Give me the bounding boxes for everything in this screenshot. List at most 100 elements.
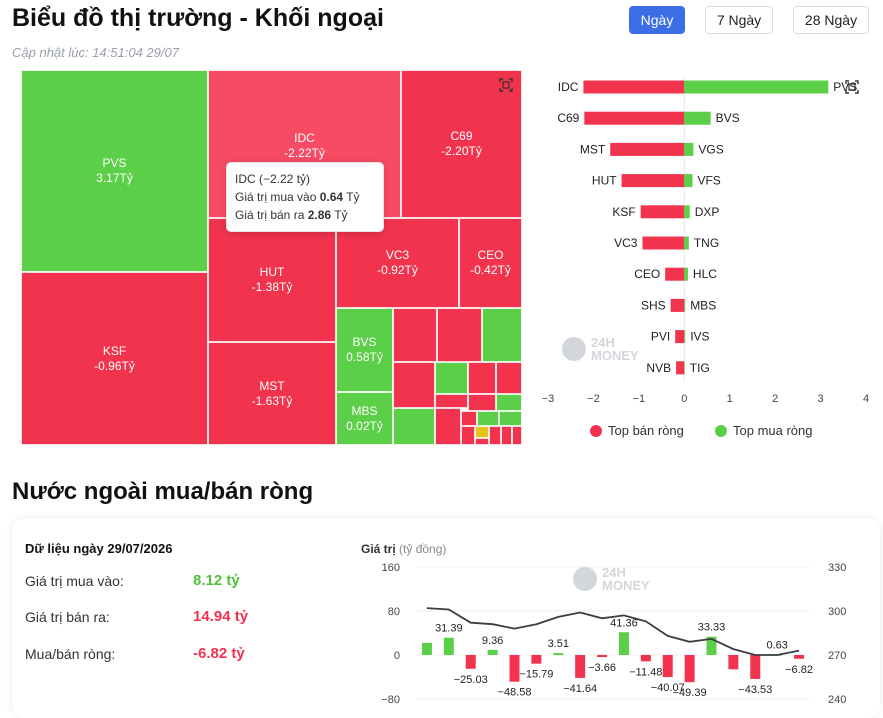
tile-small[interactable] [435, 408, 461, 445]
net-label: Mua/bán ròng: [25, 646, 115, 662]
tile-small[interactable] [482, 308, 522, 362]
sell-bar [531, 655, 541, 664]
legend-buy-dot [715, 425, 727, 437]
tile-c69[interactable]: C69-2.20Tỷ [401, 70, 522, 218]
sell-bar-label: CEO [634, 267, 660, 281]
index-line [427, 608, 799, 655]
buy-bar [684, 112, 710, 125]
sell-bar [466, 655, 476, 669]
sell-bar [663, 655, 673, 677]
tile-small[interactable] [496, 394, 522, 411]
bar-value-label: −6.82 [785, 664, 813, 676]
tile-small[interactable] [496, 362, 522, 394]
sell-bar-label: KSF [612, 205, 635, 219]
bar-value-label: 0.63 [766, 640, 787, 652]
bar-value-label: −15.79 [519, 669, 553, 681]
bar-value-label: 9.36 [482, 635, 503, 647]
y-tick-left: 0 [394, 650, 400, 662]
tile-small[interactable] [468, 362, 496, 394]
tile-ksf[interactable]: KSF-0.96Tỷ [21, 272, 208, 445]
sell-bar [610, 143, 684, 156]
bar-value-label: −41.64 [563, 683, 597, 695]
tile-small[interactable] [435, 362, 468, 394]
tile-small[interactable] [489, 426, 501, 445]
timeframe-28day-button[interactable]: 28 Ngày [793, 6, 869, 34]
y-tick-left: 80 [388, 606, 400, 618]
x-tick-label: 2 [772, 393, 778, 405]
brand-logo-icon [573, 567, 597, 591]
section-title: Nước ngoài mua/bán ròng [12, 478, 313, 506]
bar-value-label: −25.03 [454, 674, 488, 686]
sell-bar [671, 299, 685, 312]
sell-bar [575, 655, 585, 678]
fullscreen-icon[interactable] [845, 80, 859, 94]
buy-label: Giá trị mua vào: [25, 573, 124, 589]
y-tick-left: −80 [381, 694, 400, 706]
bar-value-label: 33.33 [698, 622, 726, 634]
tile-small[interactable] [393, 408, 435, 445]
buy-bar [422, 643, 432, 655]
tile-small[interactable] [437, 308, 482, 362]
legend-buy[interactable]: Top mua ròng [715, 423, 813, 438]
sell-label: Giá trị bán ra: [25, 609, 110, 625]
tile-hut[interactable]: HUT-1.38Tỷ [208, 218, 336, 342]
sell-bar [510, 655, 520, 682]
timeframe-7day-button[interactable]: 7 Ngày [705, 6, 773, 34]
tile-small[interactable] [501, 426, 512, 445]
buy-bar-label: HLC [693, 267, 717, 281]
sell-bar [597, 655, 607, 657]
x-tick-label: 3 [818, 393, 824, 405]
summary-title: Dữ liệu ngày 29/07/2026 [25, 541, 172, 556]
fullscreen-icon[interactable] [499, 78, 513, 92]
tile-small[interactable] [475, 438, 489, 445]
tile-small[interactable] [393, 362, 435, 408]
bar-value-label: −48.58 [498, 687, 532, 699]
buy-bar [444, 638, 454, 655]
buy-bar-label: BVS [716, 111, 740, 125]
y-tick-right: 240 [828, 694, 846, 706]
bar-value-label: 31.39 [435, 623, 463, 635]
sell-bar-label: HUT [592, 174, 617, 188]
y-tick-right: 300 [828, 606, 846, 618]
sell-value: 14.94 tỷ [193, 608, 248, 625]
x-tick-label: 4 [863, 393, 869, 405]
sell-bar [675, 330, 684, 343]
legend-sell[interactable]: Top bán ròng [590, 423, 684, 438]
net-value: -6.82 tỷ [193, 645, 245, 662]
buy-bar-label: IVS [690, 330, 709, 344]
y-axis-title: Giá trị (tỷ đồng) [361, 542, 446, 556]
bar-value-label: −49.39 [673, 687, 707, 699]
tile-small[interactable] [477, 411, 499, 426]
tile-small[interactable] [499, 411, 522, 426]
sell-bar-label: PVI [651, 330, 670, 344]
sell-bar [676, 361, 684, 374]
tile-mst[interactable]: MST-1.63Tỷ [208, 342, 336, 445]
tile-ceo[interactable]: CEO-0.42Tỷ [459, 218, 522, 308]
tile-small[interactable] [475, 426, 489, 438]
buy-bar-label: DXP [695, 205, 720, 219]
sell-bar [584, 112, 684, 125]
sell-bar [665, 268, 684, 281]
tile-small[interactable] [461, 426, 475, 445]
timeframe-day-button[interactable]: Ngày [629, 6, 685, 34]
tile-small[interactable] [393, 308, 437, 362]
buy-bar [684, 81, 828, 94]
x-tick-label: 0 [681, 393, 687, 405]
sell-bar [685, 655, 695, 682]
tile-small[interactable] [468, 394, 496, 411]
sell-bar-label: MST [580, 142, 606, 156]
tile-small[interactable] [435, 394, 468, 408]
sell-bar [622, 174, 685, 187]
buy-bar [684, 268, 688, 281]
tile-small[interactable] [512, 426, 522, 445]
buy-bar [684, 237, 689, 250]
y-tick-left: 160 [382, 562, 400, 574]
buy-bar-label: MBS [690, 298, 716, 312]
tile-small[interactable] [461, 411, 477, 426]
buy-bar-label: TNG [694, 236, 719, 250]
